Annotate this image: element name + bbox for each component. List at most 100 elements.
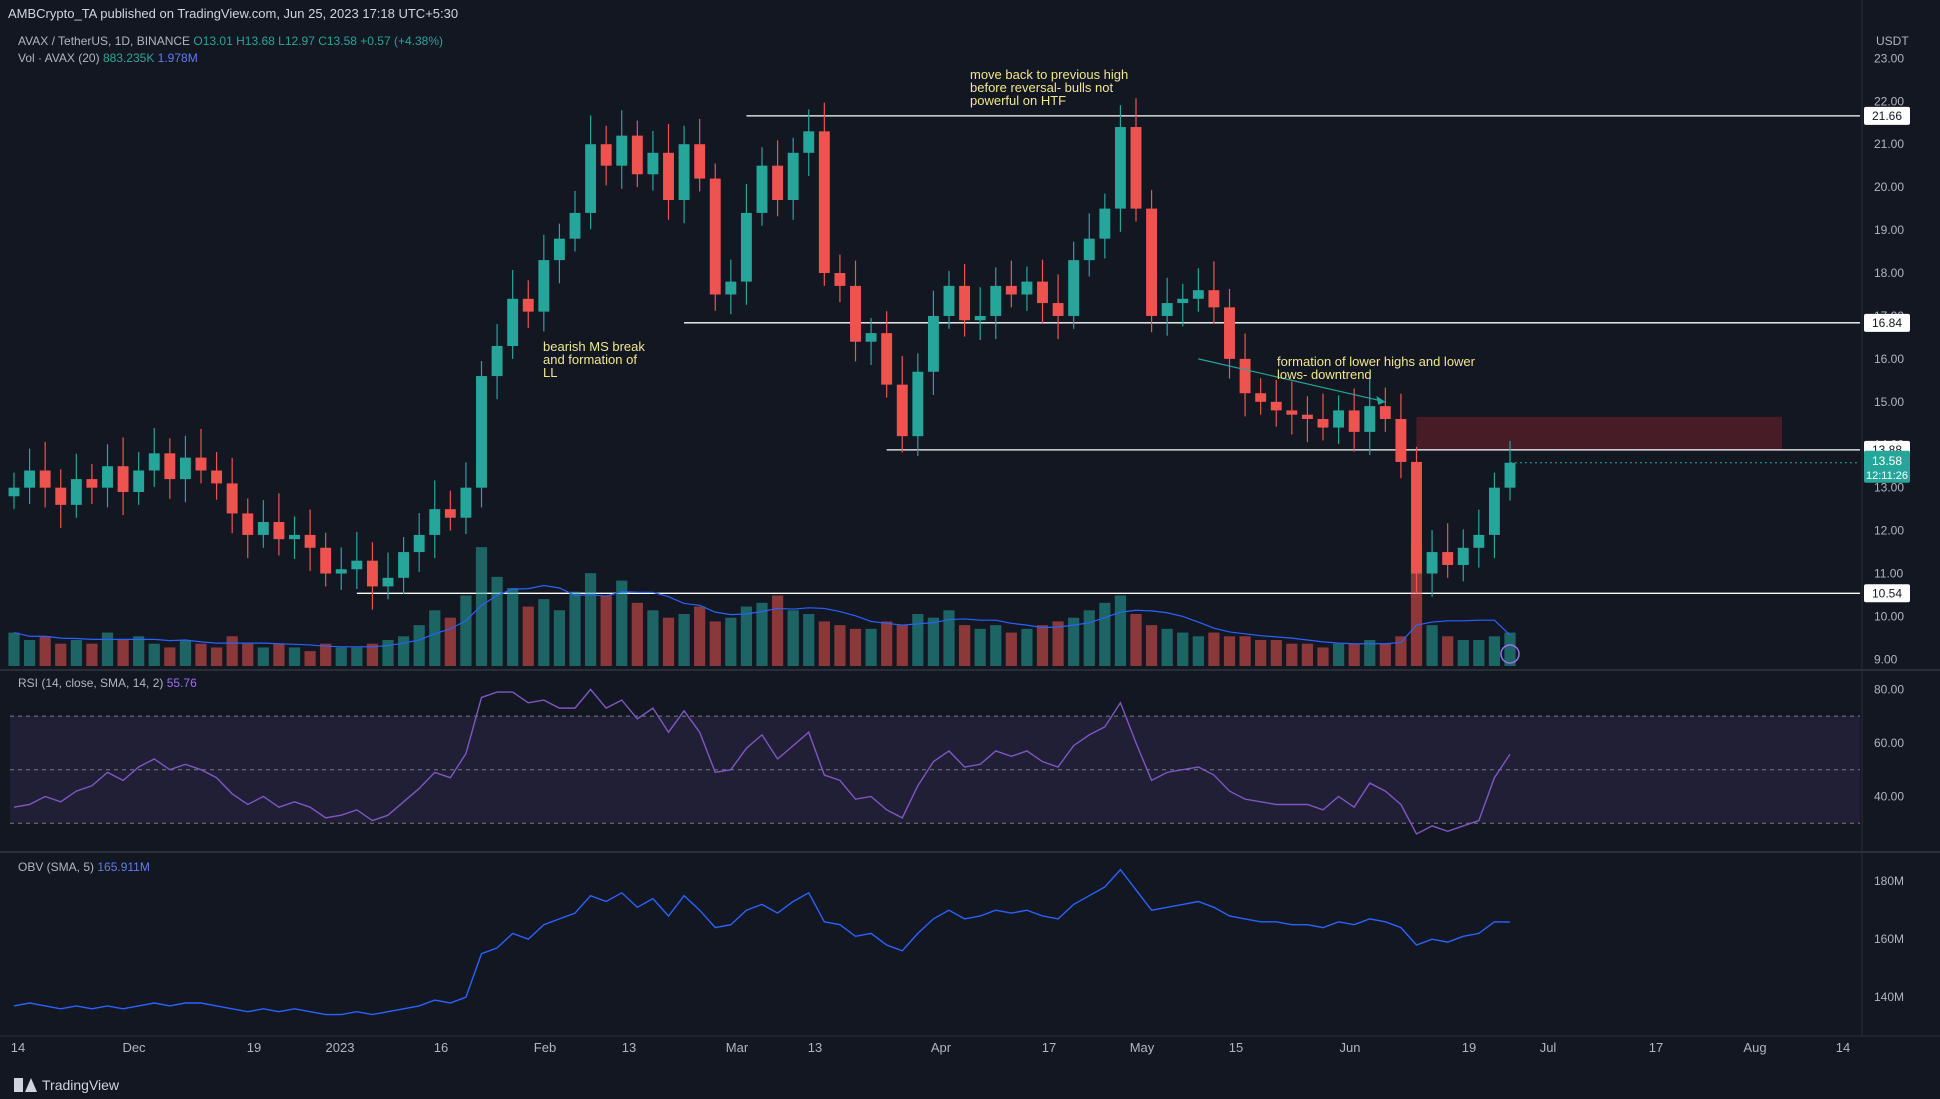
- volume-bar: [1239, 636, 1251, 666]
- volume-bar: [429, 610, 441, 666]
- volume-bar: [943, 610, 955, 666]
- candle-body: [725, 281, 737, 295]
- volume-bar: [538, 599, 550, 666]
- x-axis-label: Aug: [1743, 1040, 1766, 1055]
- volume-bar: [709, 621, 721, 666]
- candle-body: [148, 453, 160, 471]
- candle-body: [1301, 414, 1313, 419]
- candle-body: [943, 285, 955, 316]
- price-tick-label: 18.00: [1874, 266, 1904, 280]
- candle-body: [694, 144, 706, 179]
- volume-bar: [320, 643, 332, 666]
- candle-body: [398, 552, 410, 578]
- candle-body: [990, 285, 1002, 316]
- volume-label[interactable]: Vol · AVAX (20): [18, 51, 100, 65]
- candle-body: [8, 487, 20, 497]
- x-axis-label: Jul: [1540, 1040, 1557, 1055]
- annotation-ms-break: bearish MS break and formation of LL: [543, 339, 645, 380]
- volume-bar: [694, 606, 706, 666]
- x-axis-label: 13: [808, 1040, 822, 1055]
- candle-body: [1255, 393, 1267, 402]
- volume-bar: [507, 588, 519, 666]
- currency-label: USDT: [1876, 34, 1909, 48]
- rsi-tick-label: 40.00: [1874, 789, 1904, 803]
- x-axis-label: 13: [622, 1040, 636, 1055]
- rsi-tick-label: 60.00: [1874, 736, 1904, 750]
- volume-bar: [1083, 610, 1095, 666]
- x-axis-label: Mar: [726, 1040, 749, 1055]
- volume-bar: [1052, 621, 1064, 666]
- candle-body: [444, 509, 456, 518]
- tradingview-brand: TradingView: [42, 1077, 120, 1093]
- candle-body: [569, 212, 581, 239]
- candle-body: [351, 560, 363, 570]
- volume-bar: [273, 643, 285, 666]
- volume-bar: [1286, 643, 1298, 666]
- ohlc-low: L12.97: [278, 34, 315, 48]
- volume-bar: [990, 625, 1002, 666]
- rsi-label[interactable]: RSI (14, close, SMA, 14, 2): [18, 676, 164, 690]
- volume-bar: [1161, 628, 1173, 666]
- volume-bar: [1099, 602, 1111, 666]
- volume-bar: [1270, 640, 1282, 666]
- price-tick-label: 19.00: [1874, 223, 1904, 237]
- volume-bar: [631, 602, 643, 666]
- price-tick-label: 20.00: [1874, 180, 1904, 194]
- x-axis-label: 17: [1649, 1040, 1663, 1055]
- volume-bar: [1504, 632, 1516, 666]
- obv-label[interactable]: OBV (SMA, 5): [18, 860, 95, 874]
- volume-bar: [1457, 640, 1469, 666]
- obv-line: [13, 868, 1511, 1016]
- volume-bar: [288, 647, 301, 666]
- candle-body: [772, 165, 784, 201]
- volume-bar: [553, 610, 566, 666]
- volume-bar: [756, 602, 768, 666]
- x-axis-label: 19: [1462, 1040, 1476, 1055]
- volume-bar: [1145, 625, 1158, 666]
- candle-body: [24, 470, 36, 488]
- volume-bar: [647, 610, 659, 666]
- volume-bar: [164, 647, 176, 666]
- x-axis-label: Jun: [1340, 1040, 1361, 1055]
- candle-body: [616, 135, 628, 166]
- volume-legend: Vol · AVAX (20) 883.235K 1.978M: [18, 51, 198, 65]
- volume-bar: [148, 643, 160, 666]
- candle-body: [413, 534, 425, 553]
- candle-body: [320, 547, 332, 574]
- symbol-title[interactable]: AVAX / TetherUS, 1D, BINANCE: [18, 34, 191, 48]
- candle-body: [1083, 238, 1095, 261]
- volume-bar: [569, 591, 581, 666]
- last-price-countdown: 12:11:26: [1866, 470, 1908, 482]
- volume-bar: [678, 614, 690, 666]
- publisher-line: AMBCrypto_TA published on TradingView.co…: [8, 6, 459, 21]
- annotation-previous-high: move back to previous high before revers…: [970, 67, 1129, 108]
- replay-icon: [1500, 644, 1520, 664]
- x-axis-label: May: [1130, 1040, 1155, 1055]
- volume-bar: [179, 640, 192, 666]
- ohlc-close: C13.58: [318, 34, 357, 48]
- candle-body: [335, 569, 347, 574]
- candle-body: [86, 479, 98, 488]
- rsi-band-fill: [10, 716, 1860, 824]
- candle-body: [70, 479, 82, 505]
- level-tag-label: 10.54: [1872, 586, 1902, 600]
- last-price-tag: [1864, 450, 1910, 483]
- volume-bar: [522, 606, 534, 666]
- volume-bar: [1364, 640, 1376, 666]
- candle-body: [1052, 303, 1064, 316]
- candle-body: [1270, 401, 1282, 411]
- candle-body: [1005, 285, 1017, 295]
- volume-bar: [1036, 625, 1049, 666]
- tradingview-footer[interactable]: TradingView: [14, 1077, 119, 1093]
- candle-body: [211, 470, 223, 484]
- last-price-label: 13.58: [1872, 454, 1902, 468]
- candle-body: [491, 346, 503, 377]
- volume-bar: [1005, 632, 1017, 666]
- candle-body: [179, 457, 191, 480]
- x-axis-label: Feb: [534, 1040, 556, 1055]
- volume-bar: [491, 576, 503, 666]
- obv-legend: OBV (SMA, 5) 165.911M: [18, 860, 150, 874]
- candle-body: [1488, 487, 1500, 535]
- candle-body: [553, 238, 565, 261]
- candle-body: [1348, 410, 1360, 432]
